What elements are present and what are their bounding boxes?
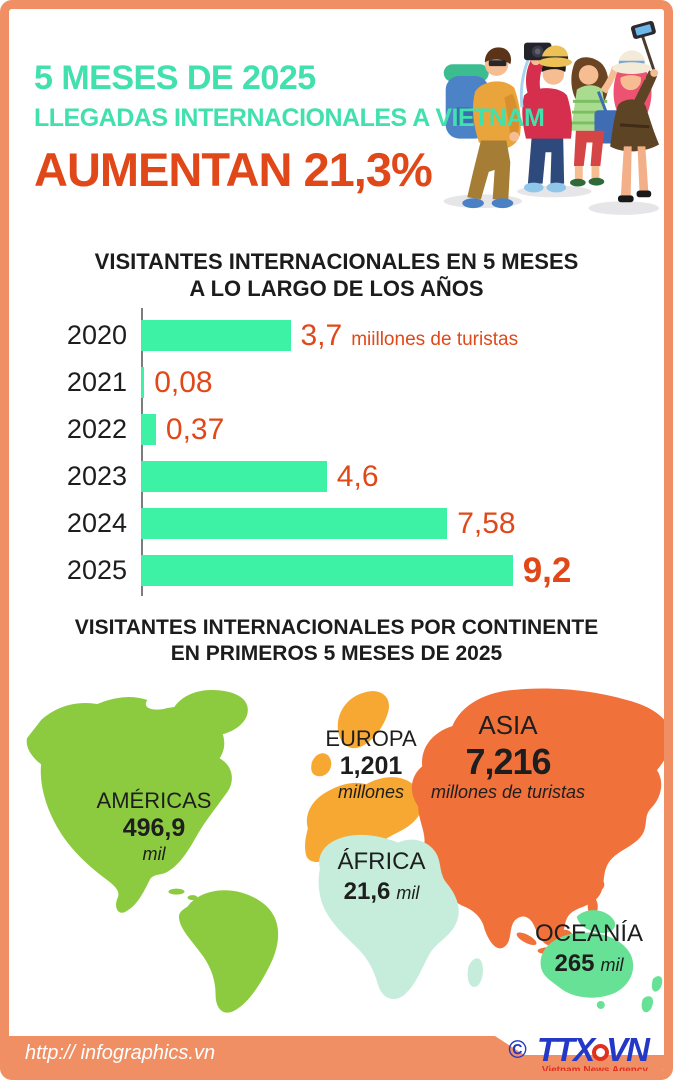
header-highlight: AUMENTAN 21,3% — [34, 143, 433, 196]
bar-value-label: 0,37 — [165, 412, 225, 446]
bar-row-2024: 2024 7,58 — [59, 500, 650, 547]
world-map — [26, 688, 664, 1013]
bar-value-label: 3,7 miillones de turistas — [300, 318, 519, 352]
map-label-oceania: OCEANÍA 265 mil — [534, 920, 644, 978]
bar-value-label: 9,2 — [522, 550, 572, 590]
tourist-woman-selfie — [610, 20, 660, 203]
website-url: http:// infographics.vn — [25, 1042, 216, 1064]
continent-americas — [26, 690, 279, 1013]
world-map-container: AMÉRICAS 496,9 mil EUROPA 1,201 millones… — [19, 677, 664, 1025]
bar-value-label: 4,6 — [336, 459, 379, 493]
bar-2025 — [141, 555, 513, 586]
map-label-asia: ASIA 7,216 millones de turistas — [430, 710, 586, 803]
map-section-title: VISITANTES INTERNACIONALES POR CONTINENT… — [74, 616, 599, 666]
map-label-africa: ÁFRICA 21,6 mil — [337, 848, 426, 906]
page-title: LLEGADAS INTERNACIONALES A VIETNAM — [34, 104, 545, 132]
bar-2020 — [141, 320, 291, 351]
tourist-woman-green — [570, 57, 620, 187]
ttxvn-logo: © TTX VN Vietnam News Agency — [508, 1031, 650, 1076]
bar-year-label: 2022 — [66, 414, 127, 444]
bar-row-2023: 2023 4,6 — [59, 453, 650, 500]
bar-row-2025: 2025 9,2 — [59, 547, 650, 594]
bar-2023 — [141, 461, 327, 492]
logo-subtitle: Vietnam News Agency — [541, 1065, 648, 1076]
map-label-europa: EUROPA 1,201 millones — [325, 726, 417, 802]
chart-title: VISITANTES INTERNACIONALES EN 5 MESES A … — [94, 249, 579, 301]
tourists-illustration — [443, 20, 660, 215]
globe-icon — [592, 1043, 610, 1061]
bar-2024 — [141, 508, 448, 539]
copyright-icon: © — [508, 1035, 527, 1064]
continent-africa — [318, 834, 483, 1000]
url-ribbon: http:// infographics.vn — [9, 1036, 549, 1071]
bar-year-label: 2025 — [66, 555, 127, 585]
bar-2022 — [141, 414, 156, 445]
bar-row-2020: 2020 3,7 miillones de turistas — [59, 312, 650, 359]
bar-row-2022: 2022 0,37 — [59, 406, 650, 453]
bar-chart: 2020 3,7 miillones de turistas 2021 0,08… — [59, 308, 650, 596]
bar-year-label: 2023 — [66, 461, 127, 491]
bar-value-label: 0,08 — [154, 365, 213, 399]
continent-oceania — [540, 910, 663, 1013]
bar-year-label: 2021 — [66, 367, 127, 397]
bar-year-label: 2020 — [66, 320, 127, 350]
bar-value-label: 7,58 — [457, 506, 516, 540]
bar-row-2021: 2021 0,08 — [59, 359, 650, 406]
bar-2021 — [141, 367, 145, 398]
map-label-americas: AMÉRICAS 496,9 mil — [96, 788, 212, 864]
chart-axis — [141, 308, 143, 596]
header-kicker: 5 MESES DE 2025 — [34, 59, 316, 97]
tourist-man-backpack — [443, 47, 521, 209]
bar-year-label: 2024 — [66, 508, 127, 538]
tourist-man-red-camera — [519, 42, 572, 193]
